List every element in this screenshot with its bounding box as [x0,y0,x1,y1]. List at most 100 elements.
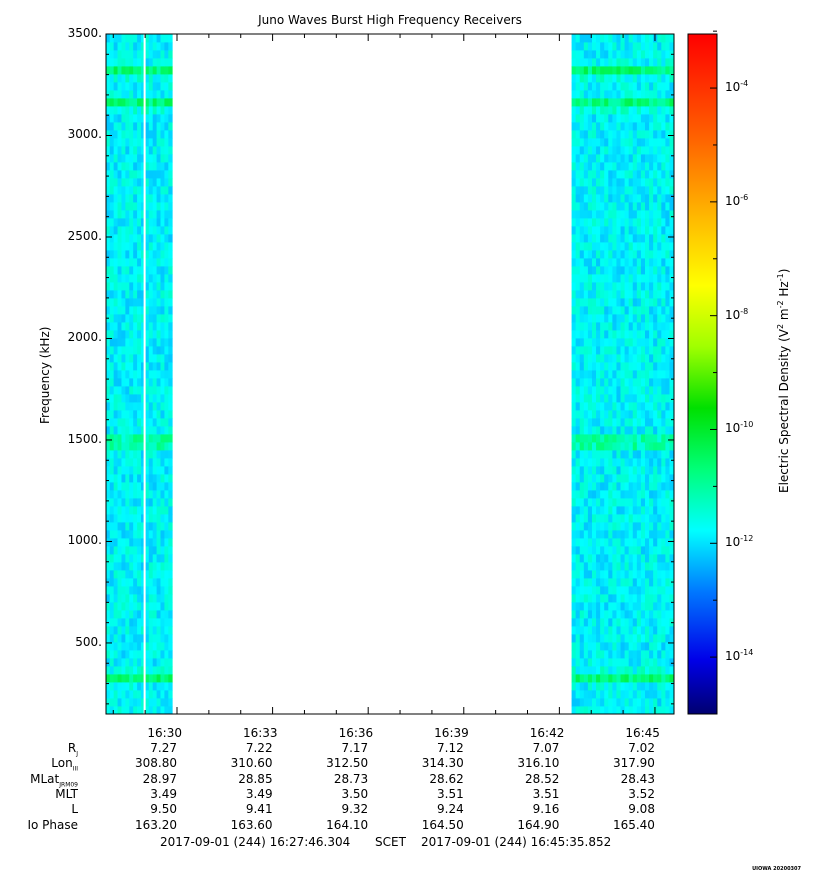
spectrogram-cell [612,618,617,627]
spectrogram-cell [653,474,658,483]
spectrogram-cell [612,674,617,683]
spectrogram-cell [571,322,577,331]
spectrogram-cell [140,618,146,627]
spectrogram-cell [624,690,630,699]
spectrogram-cell [152,338,157,347]
spectrogram-cell [624,306,630,315]
spectrogram-cell [152,202,157,211]
spectrogram-cell [653,114,658,123]
spectrogram-cell [604,74,609,83]
spectrogram-cell [164,690,169,699]
spectrogram-cell [152,650,157,659]
spectrogram-cell [168,498,173,507]
spectrogram-cell [117,106,122,115]
spectrogram-cell [624,138,630,147]
spectrogram-cell [653,322,658,331]
spectrogram-cell [583,554,589,563]
spectrogram-cell [636,690,642,699]
spectrogram-cell [109,522,115,531]
spectrogram-cell [121,650,126,659]
spectrogram-cell [168,634,173,643]
spectrogram-cell [148,594,154,603]
spectrogram-cell [653,146,658,155]
spectrogram-cell [152,570,157,579]
spectrogram-cell [649,706,654,715]
spectrogram-cell [579,666,585,675]
spectrogram-cell [665,338,670,347]
spectrogram-cell [129,378,134,387]
spectrogram-cell [612,466,617,475]
spectrogram-cell [125,266,130,275]
spectrogram-cell [616,602,621,611]
spectrogram-cell [632,682,638,691]
spectrogram-cell [129,626,134,635]
spectrogram-cell [575,114,581,123]
spectrogram-cell [620,450,626,459]
spectrogram-cell [125,250,130,259]
spectrogram-cell [596,218,601,227]
ephemeris-value: 28.52 [525,771,560,786]
spectrogram-cell [620,506,626,515]
spectrogram-cell [596,394,601,403]
spectrogram-cell [640,138,646,147]
spectrogram-cell [144,650,150,659]
spectrogram-cell [117,234,122,243]
spectrogram-cell [587,498,593,507]
spectrogram-cell [636,458,642,467]
spectrogram-cell [649,98,654,107]
spectrogram-cell [608,82,613,91]
spectrogram-cell [669,258,674,267]
spectrogram-cell [148,154,154,163]
spectrogram-cell [587,114,593,123]
spectrogram-cell [129,282,134,291]
spectrogram-cell [587,602,593,611]
spectrogram-cell [600,306,605,315]
ephemeris-row-label: Io Phase [27,817,78,832]
spectrogram-cell [160,506,165,515]
spectrogram-cell [636,130,642,139]
spectrogram-cell [113,410,118,419]
spectrogram-cell [133,650,138,659]
spectrogram-cell [125,50,130,59]
spectrogram-cell [164,146,169,155]
spectrogram-cell [583,682,589,691]
spectrogram-cell [661,530,666,539]
spectrogram-cell [649,658,654,667]
spectrogram-cell [160,594,165,603]
spectrogram-cell [591,522,597,531]
spectrogram-cell [125,418,130,427]
spectrogram-cell [164,282,169,291]
spectrogram-cell [140,546,146,555]
spectrogram-cell [109,610,115,619]
spectrogram-cell [109,210,115,219]
spectrogram-cell [156,234,161,243]
spectrogram-cell [579,514,585,523]
spectrogram-cell [125,194,130,203]
spectrogram-cell [152,162,157,171]
spectrogram-cell [144,98,150,107]
spectrogram-cell [168,194,173,203]
spectrogram-cell [117,50,122,59]
spectrogram-cell [105,154,111,163]
spectrogram-cell [632,314,638,323]
spectrogram-cell [661,226,666,235]
spectrogram-cell [575,362,581,371]
ephemeris-value: 28.85 [238,771,273,786]
spectrogram-cell [600,266,605,275]
spectrogram-cell [575,498,581,507]
spectrogram-cell [649,458,654,467]
spectrogram-cell [661,154,666,163]
spectrogram-cell [133,234,138,243]
spectrogram-cell [665,650,670,659]
spectrogram-cell [140,330,146,339]
spectrogram-cell [144,674,150,683]
spectrogram-cell [583,370,589,379]
spectrogram-cell [121,506,126,515]
spectrogram-cell [649,170,654,179]
spectrogram-cell [160,250,165,259]
spectrogram-cell [164,74,169,83]
spectrogram-cell [156,394,161,403]
spectrogram-cell [575,130,581,139]
spectrogram-cell [604,82,609,91]
spectrogram-cell [587,666,593,675]
